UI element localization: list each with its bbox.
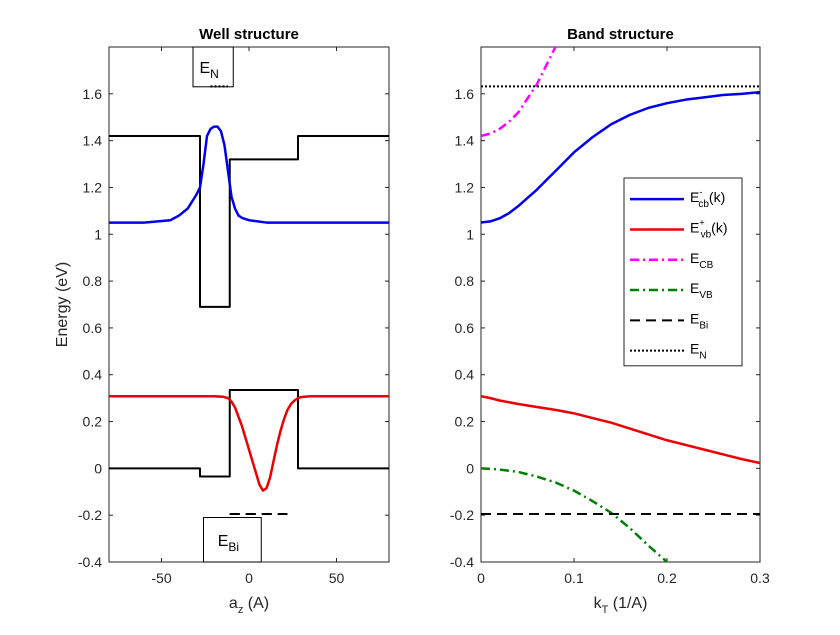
- legend-entry-EN: EN: [690, 341, 707, 362]
- x-tick-label: -50: [151, 570, 171, 586]
- chart-title: Well structure: [199, 26, 299, 43]
- series-line-cb_edge: [109, 134, 389, 308]
- y-tick-label: 1.6: [455, 86, 475, 102]
- y-axis-label: Energy (eV): [54, 262, 71, 347]
- y-tick-label: -0.4: [450, 554, 474, 570]
- y-tick-label: -0.4: [78, 554, 102, 570]
- y-tick-label: 0.2: [455, 414, 475, 430]
- y-tick-label: 0.8: [455, 273, 475, 289]
- y-tick-label: 0: [94, 460, 102, 476]
- chart-title: Band structure: [567, 26, 674, 43]
- legend-entry-EVB: EVB: [690, 280, 713, 301]
- y-tick-label: 1: [466, 226, 474, 242]
- series-group: [481, 47, 760, 562]
- x-tick-label: 0.2: [657, 570, 677, 586]
- series-group: [109, 85, 389, 516]
- y-tick-label: 0.6: [83, 320, 103, 336]
- series-line-cb_state: [109, 125, 389, 224]
- plot-area: [108, 46, 390, 563]
- series-line-ECB: [481, 47, 557, 138]
- series-line-EVB: [481, 467, 668, 562]
- y-tick-label: -0.2: [450, 507, 474, 523]
- x-tick-label: 0.3: [750, 570, 770, 586]
- y-tick-label: 0.2: [83, 414, 103, 430]
- series-line-vb_edge: [109, 388, 389, 478]
- x-tick-label: 0: [245, 570, 253, 586]
- y-tick-label: 1.2: [83, 179, 103, 195]
- y-tick-label: 1: [94, 226, 102, 242]
- legend-entry-ecb_k: E-cb(k): [690, 187, 725, 210]
- series-line-vb_state: [109, 395, 389, 492]
- x-tick-label: 0.1: [564, 570, 584, 586]
- y-tick-label: 0.8: [83, 273, 103, 289]
- y-tick-label: 1.6: [83, 86, 103, 102]
- y-tick-label: 0: [466, 460, 474, 476]
- y-tick-label: 1.4: [455, 133, 475, 149]
- y-tick-label: 0.4: [455, 367, 475, 383]
- y-tick-label: 0.4: [83, 367, 103, 383]
- legend-entry-ECB: ECB: [690, 250, 714, 271]
- series-line-ecb_k: [481, 90, 760, 224]
- annotation-box-EBi: [203, 517, 262, 563]
- well-structure-axes: -0.4 -0.2 0 0.2 0.4 0.6 0.8 1 1.2 1.4 1.6 -50 0 50 Wel…: [54, 26, 390, 616]
- x-tick-label: 50: [329, 570, 345, 586]
- x-axis-label: az (A): [229, 595, 269, 616]
- annotation-EN: EN: [199, 60, 218, 81]
- y-tick-label: 1.4: [83, 133, 103, 149]
- legend-box: [623, 177, 743, 367]
- band-structure-axes: -0.4 -0.2 0 0.2 0.4 0.6 0.8 1 1.2 1.4 1.6 0 0.1 0.2 0.…: [450, 26, 770, 616]
- series-line-evb_k: [481, 395, 760, 465]
- annotation-EBi: EBi: [218, 533, 239, 554]
- legend-entry-evb_k: E+ vb(k): [690, 217, 728, 240]
- x-axis-label: kT (1/A): [594, 595, 648, 616]
- legend: E-cb(k) E+ vb(k) ECB EVB EBi EN: [623, 177, 743, 367]
- x-tick-label: 0: [477, 570, 485, 586]
- y-tick-label: 0.6: [455, 320, 475, 336]
- y-tick-label: 1.2: [455, 179, 475, 195]
- annotation-box-EN: [192, 46, 234, 88]
- legend-entry-EBi: EBi: [690, 310, 708, 331]
- y-tick-label: -0.2: [78, 507, 102, 523]
